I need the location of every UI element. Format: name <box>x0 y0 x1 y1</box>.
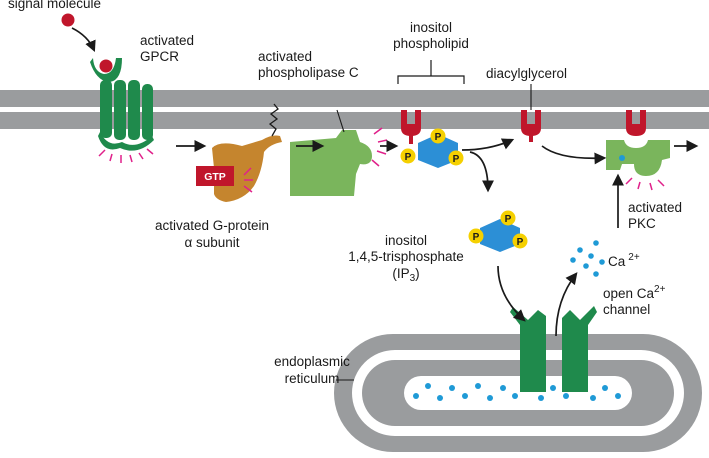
signal-molecule-bound <box>99 59 113 73</box>
label-diacylglycerol: diacylglycerol <box>486 66 567 81</box>
label-activated-gpcr-2: GPCR <box>140 49 179 64</box>
phospholipase-c <box>290 130 372 196</box>
pointer-lines <box>336 84 532 381</box>
label-er-2: reticulum <box>285 371 340 386</box>
gpcr-receptor <box>90 58 154 151</box>
svg-text:P: P <box>453 154 460 165</box>
phospholipid-phosphates: P P P <box>400 128 464 166</box>
svg-text:P: P <box>435 132 442 143</box>
g-protein-burst <box>243 167 253 193</box>
label-inositol-phospholipid-2: phospholipid <box>393 36 469 51</box>
inositol-ring <box>418 134 458 168</box>
diacylglycerol-molecule <box>521 110 541 142</box>
ip3-molecule: P P P <box>468 210 528 252</box>
label-g-protein-2: α subunit <box>184 235 239 250</box>
endoplasmic-reticulum <box>334 334 702 452</box>
svg-text:P: P <box>405 152 412 163</box>
label-er-1: endoplasmic <box>274 354 350 369</box>
label-inositol-phospholipid-1: inositol <box>410 20 452 35</box>
label-activated-pkc-1: activated <box>628 200 682 215</box>
svg-text:P: P <box>473 232 480 243</box>
label-ip3-3: (IP3) <box>392 266 419 284</box>
label-activated-pkc-2: PKC <box>628 216 656 231</box>
label-ca: Ca 2+ <box>608 252 640 269</box>
label-open-channel-2: channel <box>603 302 650 317</box>
svg-text:P: P <box>517 237 524 248</box>
signal-molecule-free <box>61 13 75 27</box>
inositol-phospholipid <box>401 110 458 168</box>
label-open-channel-1: open Ca2+ <box>603 284 666 301</box>
pkc-enzyme <box>606 110 670 176</box>
pathway-arrows <box>176 138 699 337</box>
phospholipid-bracket <box>397 60 465 84</box>
label-g-protein-1: activated G-protein <box>155 218 269 233</box>
label-signal-molecule: signal molecule <box>8 0 101 11</box>
pkc-burst <box>625 177 665 191</box>
gtp-label: GTP <box>204 171 226 183</box>
svg-text:P: P <box>505 214 512 225</box>
label-phospholipase-2: phospholipase C <box>258 65 359 80</box>
label-ip3-1: inositol <box>385 233 427 248</box>
pkc-bound-calcium <box>619 155 625 161</box>
phospholipase-c-burst <box>371 127 388 167</box>
label-phospholipase-1: activated <box>258 49 312 64</box>
released-calcium-ions <box>570 240 605 277</box>
ca-channel <box>510 306 597 392</box>
gpcr-activation-burst <box>98 148 154 163</box>
label-activated-gpcr-1: activated <box>140 33 194 48</box>
signal-binding-arrow <box>71 27 96 53</box>
plasma-membrane-outer-leaflet <box>0 90 709 107</box>
label-ip3-2: 1,4,5-trisphosphate <box>348 249 464 264</box>
gtp-badge: GTP <box>196 166 234 186</box>
